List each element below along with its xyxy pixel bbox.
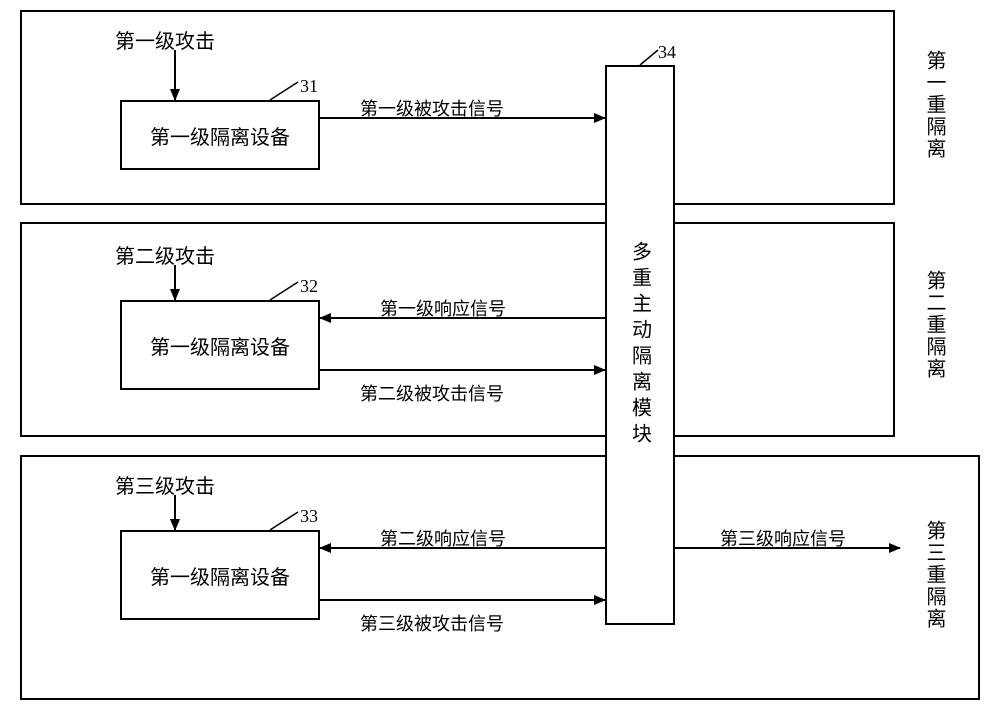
node-34-tag: 34 (658, 42, 676, 63)
node-31: 第一级隔离设备 (120, 100, 320, 170)
node-32-tag: 32 (300, 276, 318, 297)
signal-5-label: 第三级被攻击信号 (360, 610, 504, 636)
node-32-label: 第一级隔离设备 (150, 331, 290, 360)
node-34-label: 多重主动隔离模块 (626, 241, 655, 449)
layer-3-side-label: 第三重隔离 (920, 520, 949, 630)
attack-2-label: 第二级攻击 (115, 240, 215, 269)
signal-6-label: 第三级响应信号 (720, 525, 846, 551)
node-33-tag: 33 (300, 506, 318, 527)
signal-2-label: 第一级响应信号 (380, 295, 506, 321)
diagram-canvas: 第一重隔离 第二重隔离 第三重隔离 第一级隔离设备 第一级隔离设备 第一级隔离设… (0, 0, 1000, 712)
layer-2-side-label: 第二重隔离 (920, 270, 949, 380)
attack-1-label: 第一级攻击 (115, 25, 215, 54)
signal-3-label: 第二级被攻击信号 (360, 380, 504, 406)
node-31-tag: 31 (300, 76, 318, 97)
node-34: 多重主动隔离模块 (605, 65, 675, 625)
signal-4-label: 第二级响应信号 (380, 525, 506, 551)
signal-1-label: 第一级被攻击信号 (360, 95, 504, 121)
layer-1-side-label: 第一重隔离 (920, 50, 949, 160)
node-33: 第一级隔离设备 (120, 530, 320, 620)
node-32: 第一级隔离设备 (120, 300, 320, 390)
node-33-label: 第一级隔离设备 (150, 561, 290, 590)
node-31-label: 第一级隔离设备 (150, 121, 290, 150)
attack-3-label: 第三级攻击 (115, 470, 215, 499)
